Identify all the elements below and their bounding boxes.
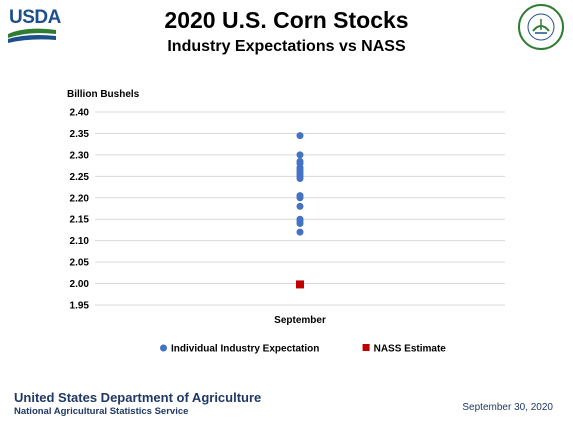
footer-date: September 30, 2020 bbox=[462, 402, 553, 413]
y-tick-label: 2.10 bbox=[70, 236, 90, 247]
y-axis-label: Billion Bushels bbox=[67, 89, 140, 100]
y-tick-label: 2.15 bbox=[70, 215, 90, 226]
y-tick-label: 2.05 bbox=[70, 258, 90, 269]
y-tick-label: 2.35 bbox=[70, 129, 90, 140]
industry-expectation-point bbox=[296, 228, 304, 236]
y-tick-label: 2.25 bbox=[70, 172, 90, 183]
industry-expectation-point bbox=[296, 220, 304, 228]
x-tick-label: September bbox=[274, 315, 326, 326]
y-tick-label: 2.30 bbox=[70, 150, 90, 161]
industry-expectation-point bbox=[296, 174, 304, 182]
legend-label: NASS Estimate bbox=[374, 344, 447, 355]
footer-org-name: United States Department of Agriculture bbox=[14, 390, 262, 405]
y-tick-label: 1.95 bbox=[70, 301, 90, 312]
industry-expectation-point bbox=[296, 132, 304, 140]
usda-logo-text: USDA bbox=[9, 7, 61, 28]
legend-label: Individual Industry Expectation bbox=[171, 344, 319, 355]
usda-logo-fields-icon bbox=[8, 28, 56, 43]
usda-logo: USDA bbox=[6, 4, 61, 44]
industry-expectation-point bbox=[296, 194, 304, 202]
legend-square-icon bbox=[362, 344, 370, 351]
page-subtitle: Industry Expectations vs NASS bbox=[167, 38, 406, 55]
scatter-chart: Billion Bushels 2.40 2.35 2.30 2.25 2.20 2.15… bbox=[67, 89, 505, 355]
agriculture-counts-seal-icon bbox=[518, 4, 564, 50]
y-tick-label: 2.00 bbox=[70, 279, 90, 290]
legend-circle-icon bbox=[160, 344, 167, 352]
industry-expectation-point bbox=[296, 151, 304, 159]
nass-estimate-point bbox=[296, 280, 304, 289]
industry-expectation-point bbox=[296, 202, 304, 210]
footer-agency-name: National Agricultural Statistics Service bbox=[14, 406, 189, 417]
y-tick-label: 2.20 bbox=[70, 193, 90, 204]
y-tick-label: 2.40 bbox=[70, 108, 90, 119]
page-title: 2020 U.S. Corn Stocks bbox=[164, 7, 409, 33]
